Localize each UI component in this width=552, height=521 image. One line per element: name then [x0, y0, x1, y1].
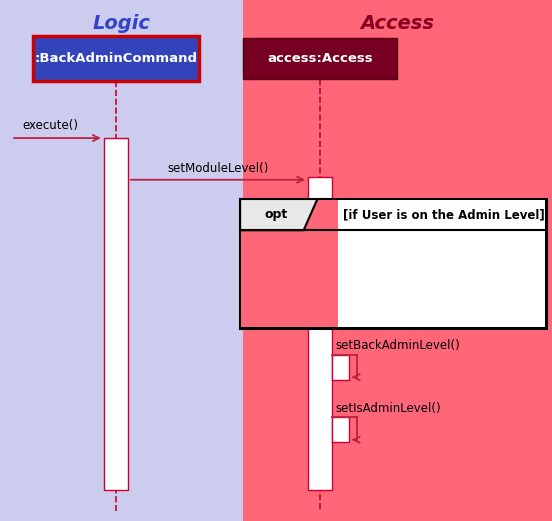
Text: access:Access: access:Access [267, 52, 373, 65]
FancyBboxPatch shape [332, 355, 349, 380]
FancyBboxPatch shape [332, 282, 349, 307]
Text: setIsAdminLevel(): setIsAdminLevel() [335, 402, 440, 415]
Polygon shape [240, 199, 317, 230]
Text: Logic: Logic [93, 14, 150, 33]
Text: setGoModuleLevel(0: setGoModuleLevel(0 [335, 212, 455, 225]
Text: setBackAdminLevel(): setBackAdminLevel() [335, 339, 460, 352]
Text: Access: Access [360, 14, 434, 33]
Text: [if User is on the Admin Level]: [if User is on the Admin Level] [343, 208, 545, 221]
FancyBboxPatch shape [104, 138, 128, 490]
Text: setIsModuleLevel(): setIsModuleLevel() [335, 266, 446, 279]
FancyBboxPatch shape [33, 36, 199, 81]
FancyBboxPatch shape [240, 199, 546, 328]
FancyBboxPatch shape [332, 417, 349, 442]
Text: setModuleLevel(): setModuleLevel() [167, 162, 269, 175]
FancyBboxPatch shape [241, 200, 545, 327]
Text: :BackAdminCommand: :BackAdminCommand [34, 52, 198, 65]
Text: execute(): execute() [22, 119, 78, 132]
FancyBboxPatch shape [308, 177, 332, 490]
FancyBboxPatch shape [243, 38, 397, 79]
FancyBboxPatch shape [0, 0, 243, 521]
FancyBboxPatch shape [332, 227, 349, 252]
FancyBboxPatch shape [338, 200, 545, 327]
Text: opt: opt [264, 208, 288, 221]
FancyBboxPatch shape [243, 0, 552, 521]
